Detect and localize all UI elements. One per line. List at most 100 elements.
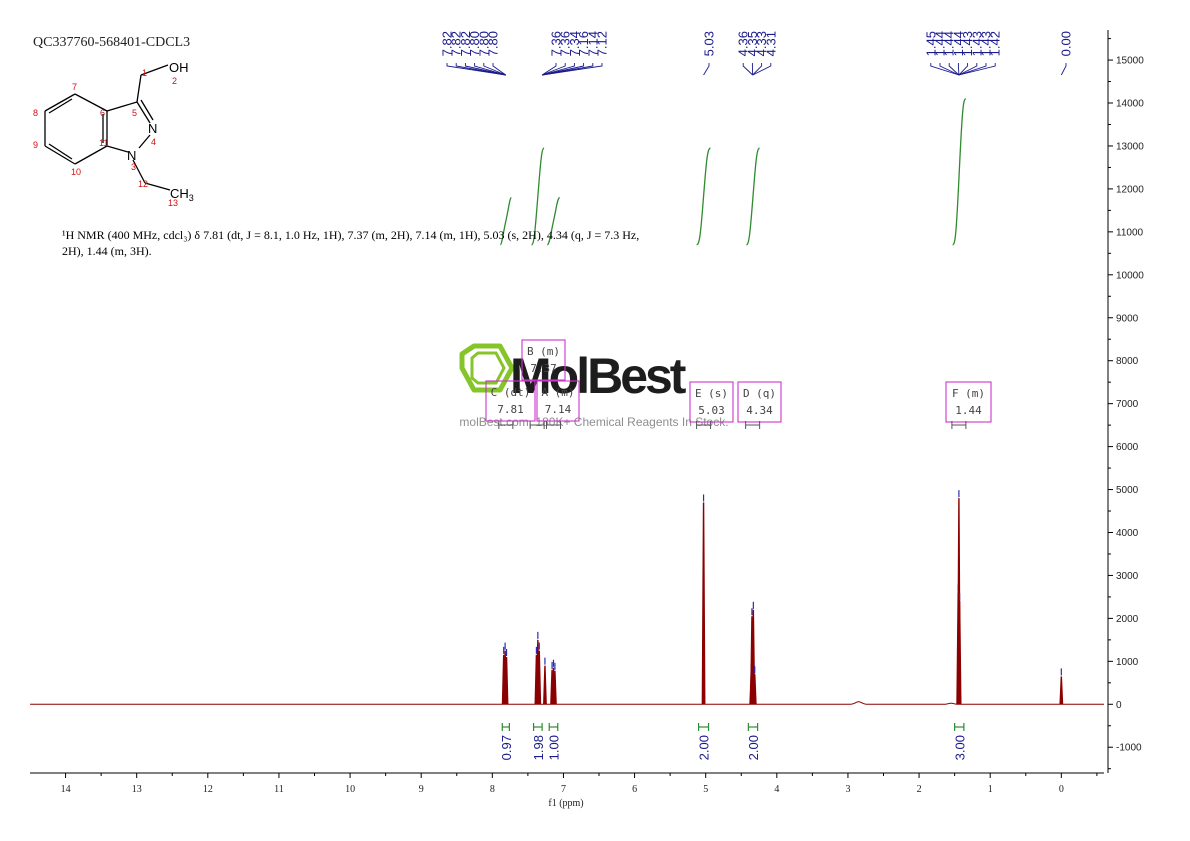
peak-label: 4.35 [745,31,760,56]
peak-label: 7.36 [549,31,564,56]
atom-number: 4 [151,137,156,147]
peak-label: 7.82 [449,31,464,56]
x-tick-label: 13 [132,784,142,795]
multiplet-shift: 7.81 [497,403,524,416]
peak-label-connector [930,63,960,76]
peak-label-groups: 7.827.827.827.807.807.80 7.367.367.347.16… [440,31,1074,76]
peak-label-connector [939,63,960,76]
atom-number: 8 [33,108,38,118]
x-tick-label: 0 [1059,784,1064,795]
n4-label: N [148,121,157,136]
multiplet-shift: 7.37 [530,362,557,375]
multiplet-box [485,380,536,422]
peak-label: 7.16 [576,31,591,56]
multiplet-shift: 7.14 [545,403,572,416]
x-tick-label: 4 [774,784,779,795]
spectrum-peaks [501,490,1064,705]
x-tick-label: 11 [274,784,284,795]
peak-label-connector [1060,63,1067,76]
x-tick-label: 8 [490,784,495,795]
atom-number: 12 [138,179,148,189]
peak-label-connector [464,63,506,76]
peak-label-connector [483,63,507,76]
peak-label: 7.12 [595,31,610,56]
peak-label-connector [752,63,763,76]
peak-label: 1.43 [979,31,994,56]
x-axis-ticks: 14 13 12 11 10 9 8 7 6 5 4 3 2 1 0 [61,773,1098,795]
integral-value: 3.00 [952,735,967,760]
peak-label: 1.43 [969,31,984,56]
y-tick-label: 13000 [1116,141,1144,152]
peak-label-connector [541,63,557,76]
y-tick-label: 4000 [1116,528,1139,539]
multiplet-kind: F (m) [952,387,985,400]
multiplet-kind: A (m) [541,386,574,399]
atom-number: 7 [72,82,77,92]
integral-curve [952,98,967,246]
integral-value: 0.97 [499,735,514,760]
peak-label-connector [542,63,594,76]
peak-label-connector [958,63,987,76]
multiplet-boxes: C (dt) 7.81 B (m) 7.37 A (m) 7.14 E (s) 5.03 D (… [485,339,992,429]
watermark: MolBest molBest.com, 180K+ Chemical Reag… [459,343,729,429]
y-tick-label: 10000 [1116,270,1144,281]
spectrum-baseline [30,701,1104,705]
spectrum-peak [752,674,757,705]
peak-label-connector [541,63,566,76]
spectrum-peak [553,670,557,705]
integral-curve [499,196,513,246]
multiplet-kind: C (dt) [491,386,531,399]
peak-label: 0.00 [1059,31,1074,56]
peak-label-connector [957,63,960,76]
spectrum-peak [701,502,706,705]
watermark-brand: MolBest [510,348,687,404]
atom-number: 6 [100,108,105,118]
atom-number: 11 [99,138,108,148]
peak-label: 1.45 [923,31,938,56]
integral-curve [696,147,711,246]
y-tick-label: 7000 [1116,399,1139,410]
multiplet-shift: 5.03 [698,404,725,417]
peak-label: 4.33 [754,31,769,56]
atom-numbers: 1 2 3 4 5 6 7 8 9 10 11 12 13 [33,68,178,208]
y-axis-ticks: -1000 0 1000 2000 3000 4000 5000 6000 7000 8000 90… [1108,38,1144,770]
peak-label: 1.43 [960,31,975,56]
integral-value: 1.98 [531,735,546,760]
n1-label: N [127,148,136,163]
spectrum-peak [957,601,962,705]
integral-bars: 0.97 1.98 1.00 2.00 2.00 3.00 [499,723,967,760]
spectrum-peak [543,665,547,705]
y-tick-label: 3000 [1116,571,1139,582]
peak-label-connector [492,63,507,76]
peak-label-connector [455,63,506,76]
multiplet-box [945,381,992,423]
structure-labels: OH N N CH3 1 2 3 4 5 6 7 8 9 10 11 12 13 [33,60,194,208]
y-tick-label: 0 [1116,700,1122,711]
multiplet-kind: B (m) [527,345,560,358]
atom-number: 13 [168,198,178,208]
x-tick-label: 14 [61,784,71,795]
integral-value: 2.00 [697,735,712,760]
peak-label: 1.42 [988,31,1003,56]
peak-label: 1.44 [933,31,948,56]
multiplet-box [536,380,580,422]
peak-label: 1.44 [942,31,957,56]
peak-label: 4.36 [736,31,751,56]
x-tick-label: 2 [917,784,922,795]
peak-label-connector [948,63,960,76]
peak-label-connector [958,63,978,76]
molbest-logo-icon [459,343,515,393]
peak-label: 5.03 [702,31,717,56]
chemical-structure [44,64,171,191]
atom-number: 9 [33,140,38,150]
y-tick-label: 6000 [1116,442,1139,453]
peak-label: 7.80 [476,31,491,56]
multiplet-shift: 4.34 [746,404,773,417]
integral-curve [746,147,760,246]
peak-label-connector [703,63,710,76]
peak-label-connector [742,63,753,76]
spectrum-peak [537,650,542,705]
peak-label: 7.82 [440,31,455,56]
atom-number: 2 [172,76,177,86]
